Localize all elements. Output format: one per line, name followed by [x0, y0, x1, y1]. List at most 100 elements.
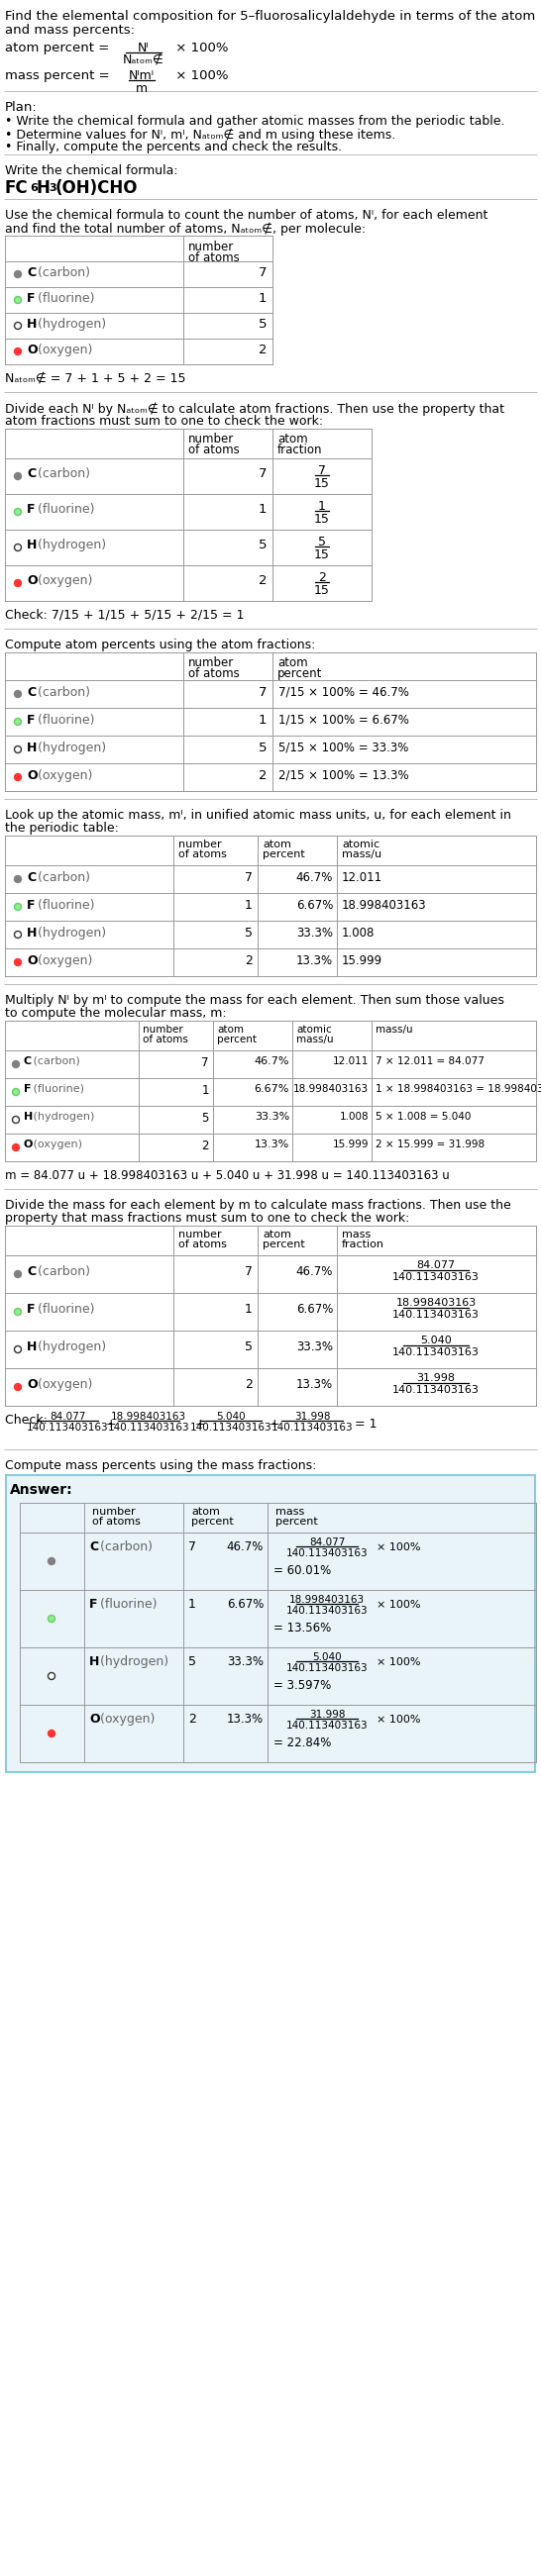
Text: 140.113403163: 140.113403163	[108, 1422, 189, 1432]
Text: O: O	[27, 343, 37, 355]
Text: (oxygen): (oxygen)	[34, 574, 93, 587]
Text: atom fractions must sum to one to check the work:: atom fractions must sum to one to check …	[5, 415, 323, 428]
Text: H: H	[27, 742, 37, 755]
Text: atom: atom	[262, 1229, 291, 1239]
Text: O: O	[27, 770, 37, 783]
Circle shape	[48, 1558, 55, 1564]
Circle shape	[15, 1309, 21, 1316]
Text: H: H	[27, 538, 37, 551]
Text: percent: percent	[262, 850, 305, 860]
Text: 33.3%: 33.3%	[296, 927, 333, 940]
Text: 3: 3	[49, 183, 56, 193]
Text: • Determine values for Nᴵ, mᴵ, Nₐₜₒₘ∉ and m using these items.: • Determine values for Nᴵ, mᴵ, Nₐₜₒₘ∉ an…	[5, 129, 395, 142]
Circle shape	[15, 958, 21, 966]
Circle shape	[48, 1672, 55, 1680]
Circle shape	[15, 580, 21, 587]
Text: atom: atom	[191, 1507, 220, 1517]
Circle shape	[15, 1383, 21, 1391]
Text: (hydrogen): (hydrogen)	[96, 1656, 169, 1669]
Text: FC: FC	[5, 180, 28, 196]
Text: (fluorine): (fluorine)	[34, 291, 95, 304]
Text: C: C	[89, 1540, 98, 1553]
Text: Look up the atomic mass, mᴵ, in unified atomic mass units, u, for each element i: Look up the atomic mass, mᴵ, in unified …	[5, 809, 511, 822]
Text: 6.67%: 6.67%	[296, 899, 333, 912]
Text: 2/15 × 100% = 13.3%: 2/15 × 100% = 13.3%	[279, 770, 409, 783]
Text: H: H	[89, 1656, 100, 1669]
Text: to compute the molecular mass, m:: to compute the molecular mass, m:	[5, 1007, 227, 1020]
Text: O: O	[27, 1378, 37, 1391]
Text: H: H	[24, 1113, 33, 1121]
Text: (carbon): (carbon)	[34, 871, 90, 884]
Text: percent: percent	[262, 1239, 305, 1249]
Circle shape	[15, 719, 21, 726]
Text: 31.998: 31.998	[294, 1412, 330, 1422]
Text: 84.077: 84.077	[49, 1412, 85, 1422]
Text: 1.008: 1.008	[339, 1113, 368, 1121]
Text: (carbon): (carbon)	[34, 1265, 90, 1278]
Text: 33.3%: 33.3%	[254, 1113, 289, 1121]
Text: of atoms: of atoms	[143, 1036, 188, 1043]
Circle shape	[15, 747, 21, 752]
Text: = 3.597%: = 3.597%	[273, 1680, 331, 1692]
Text: Nₐₜₒₘ∉: Nₐₜₒₘ∉	[123, 54, 164, 67]
Text: 6.67%: 6.67%	[296, 1303, 333, 1316]
Text: percent: percent	[275, 1517, 318, 1528]
Text: 15: 15	[314, 477, 330, 489]
Text: F: F	[27, 1303, 35, 1316]
Text: H: H	[37, 180, 50, 196]
Text: 5.040: 5.040	[312, 1651, 342, 1662]
Text: 2: 2	[245, 1378, 253, 1391]
Text: 2: 2	[188, 1713, 196, 1726]
Text: m = 84.077 u + 18.998403163 u + 5.040 u + 31.998 u = 140.113403163 u: m = 84.077 u + 18.998403163 u + 5.040 u …	[5, 1170, 450, 1182]
Text: 6.67%: 6.67%	[227, 1597, 263, 1610]
Circle shape	[12, 1144, 19, 1151]
Text: atomic: atomic	[296, 1025, 332, 1036]
Text: F: F	[89, 1597, 97, 1610]
Text: F: F	[27, 502, 35, 515]
Text: F: F	[27, 291, 35, 304]
Circle shape	[15, 690, 21, 698]
Text: the periodic table:: the periodic table:	[5, 822, 119, 835]
Text: number: number	[92, 1507, 135, 1517]
Text: 140.113403163: 140.113403163	[27, 1422, 108, 1432]
Text: 18.998403163: 18.998403163	[342, 899, 427, 912]
Text: H: H	[27, 317, 37, 330]
Text: F: F	[27, 899, 35, 912]
Text: Compute atom percents using the atom fractions:: Compute atom percents using the atom fra…	[5, 639, 315, 652]
Text: percent: percent	[278, 667, 322, 680]
Text: Plan:: Plan:	[5, 100, 37, 113]
Text: 46.7%: 46.7%	[296, 1265, 333, 1278]
Text: Divide the mass for each element by m to calculate mass fractions. Then use the: Divide the mass for each element by m to…	[5, 1198, 511, 1211]
Text: atomic: atomic	[342, 840, 380, 850]
Text: 5.040: 5.040	[420, 1334, 452, 1345]
Text: 31.998: 31.998	[309, 1710, 345, 1721]
Circle shape	[48, 1731, 55, 1736]
Text: 33.3%: 33.3%	[296, 1340, 333, 1352]
Text: 5: 5	[188, 1656, 196, 1669]
Text: number: number	[188, 657, 234, 670]
Text: C: C	[27, 1265, 36, 1278]
Text: atom: atom	[278, 657, 308, 670]
Text: Check:: Check:	[5, 1414, 51, 1427]
Text: 5: 5	[258, 538, 267, 551]
Text: Check: 7/15 + 1/15 + 5/15 + 2/15 = 1: Check: 7/15 + 1/15 + 5/15 + 2/15 = 1	[5, 608, 244, 621]
Text: number: number	[179, 840, 222, 850]
Circle shape	[15, 1345, 21, 1352]
Text: F: F	[24, 1084, 31, 1095]
Text: F: F	[27, 714, 35, 726]
Text: C: C	[27, 685, 36, 698]
Text: 2: 2	[245, 953, 253, 966]
Text: (OH)CHO: (OH)CHO	[56, 180, 138, 196]
Circle shape	[15, 876, 21, 884]
Text: and find the total number of atoms, Nₐₜₒₘ∉, per molecule:: and find the total number of atoms, Nₐₜₒ…	[5, 222, 366, 234]
Text: 140.113403163: 140.113403163	[286, 1721, 368, 1731]
Text: 1: 1	[258, 714, 267, 726]
Circle shape	[15, 270, 21, 278]
Text: 84.077: 84.077	[309, 1538, 345, 1548]
Text: Use the chemical formula to count the number of atoms, Nᴵ, for each element: Use the chemical formula to count the nu…	[5, 209, 488, 222]
Text: 15.999: 15.999	[332, 1139, 368, 1149]
Text: (hydrogen): (hydrogen)	[34, 1340, 106, 1352]
Text: property that mass fractions must sum to one to check the work:: property that mass fractions must sum to…	[5, 1211, 410, 1224]
Text: 140.113403163: 140.113403163	[392, 1347, 479, 1358]
Text: +: +	[195, 1417, 206, 1430]
